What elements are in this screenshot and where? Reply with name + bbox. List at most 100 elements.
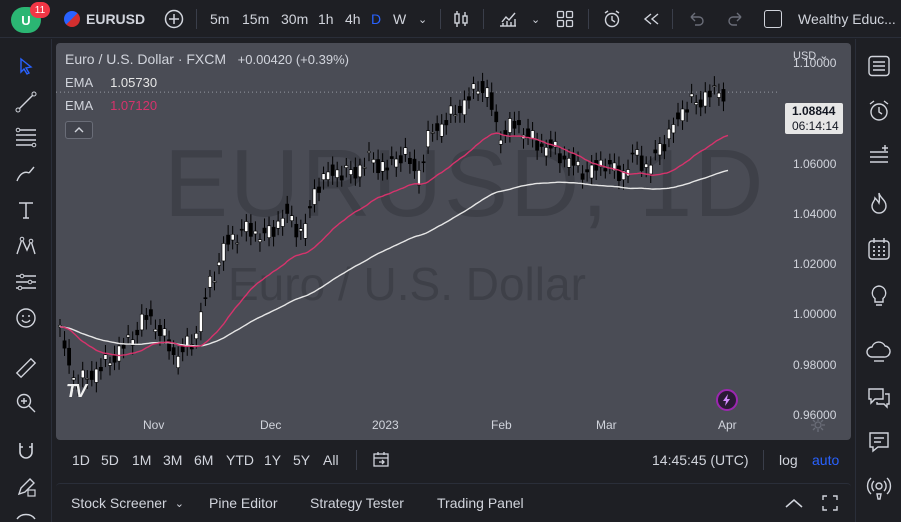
range-1m[interactable]: 1M: [132, 452, 152, 468]
messages-button[interactable]: [864, 427, 894, 457]
zoom-tool[interactable]: [12, 389, 40, 417]
candle-style-button[interactable]: [452, 0, 470, 38]
chart-title[interactable]: Euro / U.S. Dollar · FXCM: [65, 51, 227, 67]
range-5y[interactable]: 5Y: [293, 452, 311, 468]
trend-line-tool[interactable]: [12, 88, 40, 116]
auto-scale-toggle[interactable]: auto: [812, 452, 840, 468]
range-5d[interactable]: 5D: [101, 452, 119, 468]
symbol-label: EURUSD: [86, 11, 146, 27]
layout-checkbox[interactable]: [764, 0, 782, 38]
tradingview-logo[interactable]: TV: [66, 381, 100, 401]
maximize-panel-button[interactable]: [822, 484, 838, 522]
last-price-tag: 1.08844 06:14:14: [785, 103, 843, 134]
candle: [153, 319, 158, 340]
candle: [180, 338, 185, 362]
candle: [612, 153, 617, 179]
lightning-badge[interactable]: [716, 389, 738, 411]
layout-button[interactable]: [556, 0, 574, 38]
candle: [262, 218, 267, 241]
ideas-button[interactable]: [864, 281, 894, 311]
interval-d[interactable]: D: [371, 11, 382, 27]
interval-dropdown-chevron-icon[interactable]: ⌄: [418, 13, 428, 26]
data-window-button[interactable]: [864, 141, 894, 171]
undo-button[interactable]: [688, 0, 706, 38]
currency-selector[interactable]: USD ⌄: [793, 49, 829, 62]
chart-settings-button[interactable]: [810, 417, 826, 438]
range-6m[interactable]: 6M: [194, 452, 214, 468]
candle: [148, 300, 153, 325]
candle: [298, 219, 303, 240]
candles-icon: [454, 11, 468, 27]
interval-5m[interactable]: 5m: [210, 11, 230, 27]
candle: [476, 81, 480, 101]
candle: [108, 356, 112, 376]
range-1d[interactable]: 1D: [72, 452, 90, 468]
brush-tool[interactable]: [12, 160, 40, 188]
fib-tool[interactable]: [12, 123, 40, 151]
range-all[interactable]: All: [323, 452, 339, 468]
cursor-arrow-icon: [20, 57, 33, 75]
magnet-tool[interactable]: [12, 437, 40, 465]
tab-stock-screener[interactable]: Stock Screener ⌄: [71, 484, 184, 522]
collapse-legend-button[interactable]: [65, 121, 93, 139]
hide-drawings-tool[interactable]: [12, 505, 40, 522]
ema-value: 1.05730: [110, 75, 158, 90]
notifications-button[interactable]: [864, 472, 894, 502]
compare-add-button[interactable]: [164, 0, 184, 38]
ruler-icon: [15, 357, 37, 379]
chart-panel[interactable]: EURUSD, 1D Euro / U.S. Dollar Euro / U.S…: [56, 43, 851, 440]
candle: [580, 165, 585, 189]
ema-legend-row[interactable]: EMA 1.05730: [65, 75, 157, 90]
cursor-tool[interactable]: [12, 52, 40, 80]
candle: [212, 271, 217, 291]
prediction-tool[interactable]: [12, 268, 40, 296]
pattern-tool[interactable]: [12, 232, 40, 260]
indicators-icon: [500, 12, 516, 27]
hotlists-button[interactable]: [864, 188, 894, 218]
log-scale-toggle[interactable]: log: [779, 452, 798, 468]
range-3m[interactable]: 3M: [163, 452, 183, 468]
candle: [85, 370, 90, 389]
chat-button[interactable]: [864, 337, 894, 367]
candle: [648, 156, 653, 183]
calendar-button[interactable]: [864, 234, 894, 264]
candle: [462, 90, 467, 123]
candle: [194, 325, 199, 349]
interval-15m[interactable]: 15m: [242, 11, 270, 27]
price-plot[interactable]: [56, 43, 780, 440]
range-1y[interactable]: 1Y: [264, 452, 282, 468]
indicators-button[interactable]: [498, 0, 518, 38]
icon-tool[interactable]: [12, 304, 40, 332]
alert-button[interactable]: [602, 0, 622, 38]
account-name[interactable]: Wealthy Educ...: [798, 11, 896, 27]
tab-strategy-tester[interactable]: Strategy Tester: [310, 495, 404, 511]
tab-trading-panel[interactable]: Trading Panel: [437, 495, 524, 511]
indicators-chevron-icon[interactable]: ⌄: [531, 13, 541, 26]
interval-1h[interactable]: 1h: [318, 11, 334, 27]
streams-button[interactable]: [864, 383, 894, 413]
candle: [439, 114, 444, 143]
measure-tool[interactable]: [12, 354, 40, 382]
candle: [248, 214, 253, 246]
tab-pine-editor[interactable]: Pine Editor: [209, 495, 278, 511]
ema-legend-row[interactable]: EMA 1.07120: [65, 98, 157, 113]
interval-w[interactable]: W: [393, 11, 407, 27]
watchlist-button[interactable]: [864, 51, 894, 81]
candle: [348, 160, 353, 184]
candle: [680, 100, 685, 130]
text-tool[interactable]: [12, 196, 40, 224]
redo-button[interactable]: [726, 0, 744, 38]
expand-panel-button[interactable]: [785, 484, 803, 522]
candle: [421, 154, 426, 173]
symbol-search[interactable]: EURUSD: [64, 0, 145, 38]
lock-drawing-tool[interactable]: [12, 473, 40, 501]
replay-button[interactable]: [642, 0, 660, 38]
candle: [571, 147, 576, 176]
interval-4h[interactable]: 4h: [345, 11, 361, 27]
fullscreen-icon: [822, 495, 838, 511]
utc-clock[interactable]: 14:45:45 (UTC): [652, 452, 749, 468]
interval-30m[interactable]: 30m: [281, 11, 309, 27]
go-to-date-button[interactable]: [372, 441, 390, 479]
range-ytd[interactable]: YTD: [226, 452, 254, 468]
alerts-button[interactable]: [864, 96, 894, 126]
